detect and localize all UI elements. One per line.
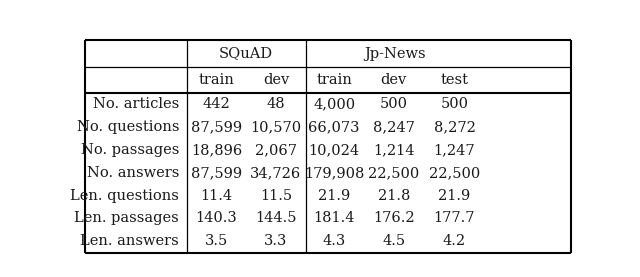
Text: test: test (440, 73, 468, 87)
Text: train: train (198, 73, 234, 87)
Text: 11.5: 11.5 (260, 189, 292, 203)
Text: 500: 500 (440, 98, 468, 111)
Text: 66,073: 66,073 (308, 120, 360, 134)
Text: 34,726: 34,726 (250, 166, 301, 180)
Text: 4.3: 4.3 (323, 234, 346, 248)
Text: 22,500: 22,500 (429, 166, 480, 180)
Text: 181.4: 181.4 (314, 211, 355, 225)
Text: 87,599: 87,599 (191, 120, 242, 134)
Text: 10,570: 10,570 (250, 120, 301, 134)
Text: 144.5: 144.5 (255, 211, 297, 225)
Text: 176.2: 176.2 (373, 211, 415, 225)
Text: 179,908: 179,908 (304, 166, 364, 180)
Text: 4,000: 4,000 (313, 98, 355, 111)
Text: 4.2: 4.2 (443, 234, 466, 248)
Text: train: train (316, 73, 352, 87)
Text: 140.3: 140.3 (196, 211, 237, 225)
Text: 87,599: 87,599 (191, 166, 242, 180)
Text: 21.9: 21.9 (438, 189, 470, 203)
Text: 3.5: 3.5 (205, 234, 228, 248)
Text: 500: 500 (380, 98, 408, 111)
Text: 11.4: 11.4 (200, 189, 232, 203)
Text: No. articles: No. articles (93, 98, 179, 111)
Text: No. passages: No. passages (81, 143, 179, 157)
Text: 18,896: 18,896 (191, 143, 242, 157)
Text: Len. answers: Len. answers (81, 234, 179, 248)
Text: 10,024: 10,024 (308, 143, 360, 157)
Text: Len. questions: Len. questions (70, 189, 179, 203)
Text: No. answers: No. answers (87, 166, 179, 180)
Text: No. questions: No. questions (77, 120, 179, 134)
Text: 1,214: 1,214 (373, 143, 415, 157)
Text: dev: dev (263, 73, 289, 87)
Text: 177.7: 177.7 (434, 211, 476, 225)
Text: 21.8: 21.8 (378, 189, 410, 203)
Text: 442: 442 (202, 98, 230, 111)
Text: dev: dev (381, 73, 407, 87)
Text: 1,247: 1,247 (434, 143, 476, 157)
Text: Jp-News: Jp-News (364, 47, 426, 60)
Text: 3.3: 3.3 (264, 234, 287, 248)
Text: SQuAD: SQuAD (219, 47, 273, 60)
Text: 48: 48 (267, 98, 285, 111)
Text: 8,272: 8,272 (433, 120, 476, 134)
Text: 8,247: 8,247 (372, 120, 415, 134)
Text: Len. passages: Len. passages (74, 211, 179, 225)
Text: 2,067: 2,067 (255, 143, 297, 157)
Text: 21.9: 21.9 (318, 189, 350, 203)
Text: 22,500: 22,500 (368, 166, 419, 180)
Text: 4.5: 4.5 (382, 234, 405, 248)
